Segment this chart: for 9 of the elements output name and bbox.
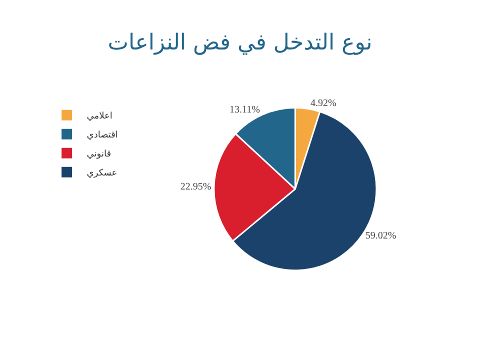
data-label: 13.11% <box>229 104 260 116</box>
chart-title: نوع التدخل في فض النزاعات <box>108 30 372 56</box>
data-label: 22.95% <box>180 181 212 192</box>
legend-label: قانوني <box>86 150 112 160</box>
legend-label: عسكري <box>86 168 118 179</box>
legend-label: اعلامي <box>86 112 112 122</box>
data-label: 59.02% <box>365 230 396 242</box>
data-label: 4.92% <box>310 98 336 109</box>
legend-label: اقتصادي <box>86 130 118 141</box>
